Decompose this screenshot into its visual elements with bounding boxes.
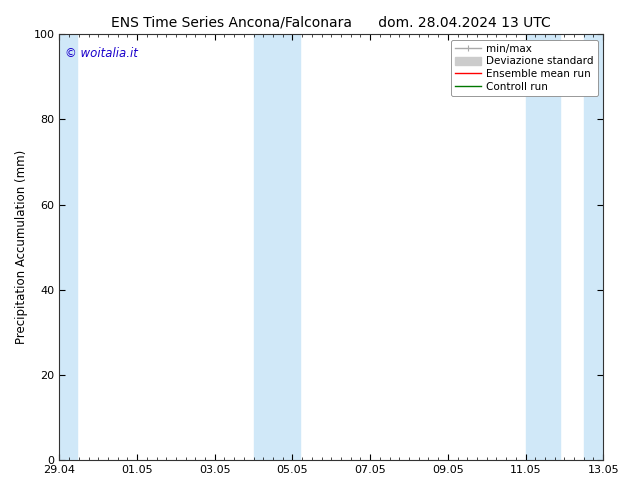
Bar <box>526 34 560 460</box>
Bar <box>60 34 77 460</box>
Text: © woitalia.it: © woitalia.it <box>65 47 138 60</box>
Legend: min/max, Deviazione standard, Ensemble mean run, Controll run: min/max, Deviazione standard, Ensemble m… <box>451 40 598 96</box>
Bar <box>254 34 301 460</box>
Bar <box>584 34 603 460</box>
Y-axis label: Precipitation Accumulation (mm): Precipitation Accumulation (mm) <box>15 150 28 344</box>
Title: ENS Time Series Ancona/Falconara      dom. 28.04.2024 13 UTC: ENS Time Series Ancona/Falconara dom. 28… <box>112 15 551 29</box>
